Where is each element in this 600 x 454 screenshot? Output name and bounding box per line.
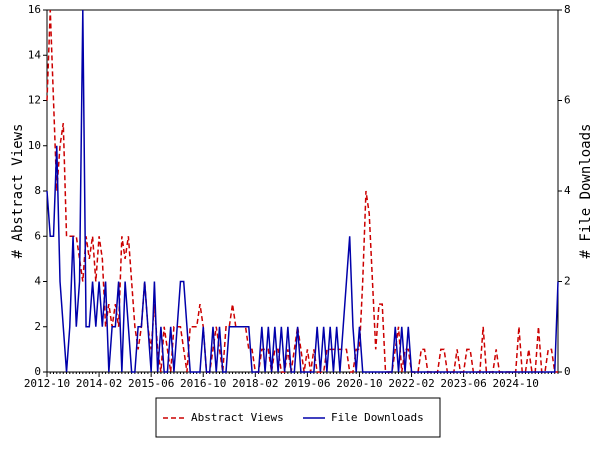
y2-tick-label: 8	[564, 3, 571, 16]
y-tick-label: 2	[34, 320, 41, 333]
line-series	[46, 9, 558, 373]
x-tick-label: 2024-10	[493, 377, 539, 390]
y2-tick-label: 4	[564, 184, 571, 197]
x-tick-label: 2020-10	[336, 377, 382, 390]
x-tick-label: 2014-02	[76, 377, 122, 390]
legend-label: Abstract Views	[191, 411, 284, 424]
y2-tick-label: 0	[564, 365, 571, 378]
x-tick-label: 2016-10	[180, 377, 226, 390]
legend-box	[155, 397, 441, 438]
y-tick-label: 14	[28, 48, 42, 61]
legend-label: File Downloads	[331, 411, 424, 424]
x-tick-label: 2022-02	[388, 377, 434, 390]
y2-tick-label: 2	[564, 275, 571, 288]
y2-tick-label: 6	[564, 94, 571, 107]
y-axis-label: # Abstract Views	[10, 124, 26, 259]
x-tick-label: 2012-10	[24, 377, 70, 390]
x-tick-label: 2015-06	[128, 377, 174, 390]
y2-axis-label: # File Downloads	[578, 124, 594, 259]
line-series	[46, 9, 559, 373]
y-tick-label: 4	[34, 275, 41, 288]
y-tick-label: 0	[34, 365, 41, 378]
x-tick-label: 2023-06	[440, 377, 486, 390]
y-tick-label: 8	[34, 184, 41, 197]
x-tick-label: 2018-02	[232, 377, 278, 390]
y-tick-label: 10	[28, 139, 41, 152]
y-tick-label: 12	[28, 94, 41, 107]
y-tick-label: 16	[28, 3, 41, 16]
x-tick-label: 2019-06	[284, 377, 330, 390]
y-tick-label: 6	[34, 229, 41, 242]
